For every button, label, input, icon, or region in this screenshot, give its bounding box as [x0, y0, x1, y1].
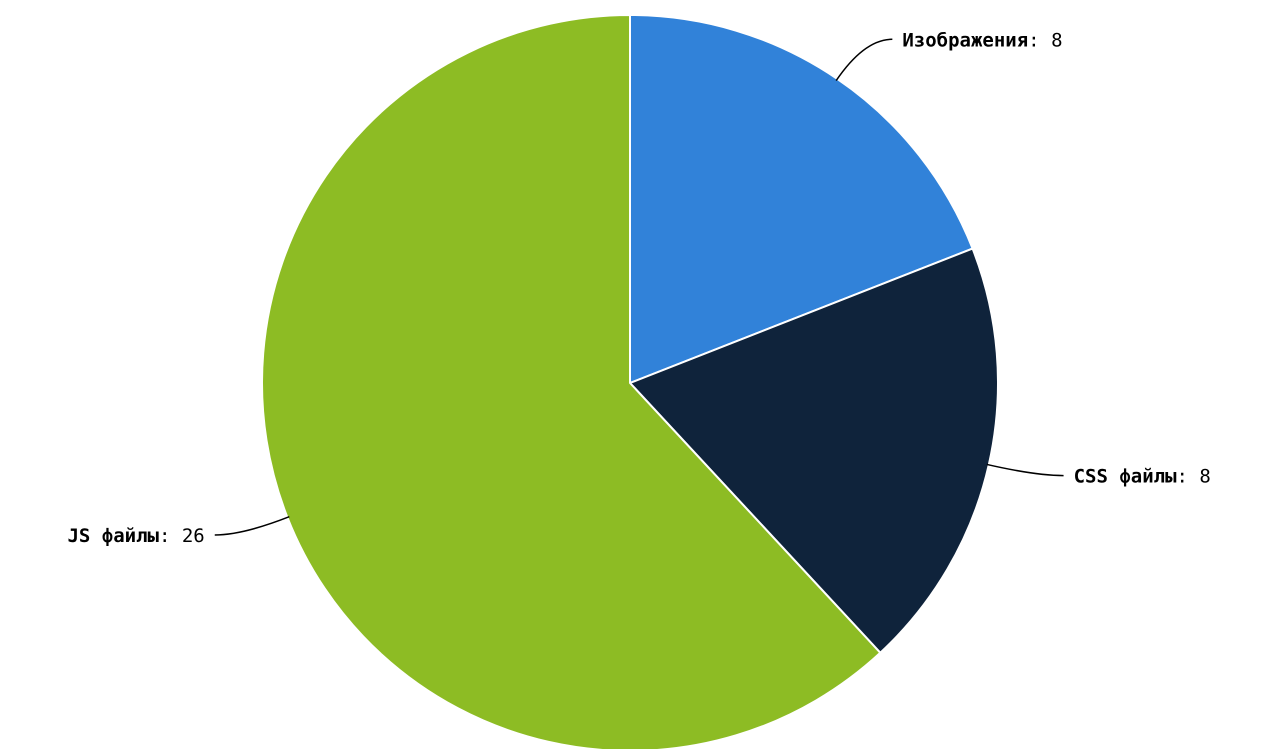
leader-line-1: [986, 463, 1064, 477]
slices-layer: [261, 14, 999, 752]
data-label-1: CSS файлы: 8: [1074, 466, 1211, 488]
data-label-value-0: 8: [1051, 29, 1062, 51]
data-label-name-0: Изображения: [902, 29, 1028, 51]
data-label-value-1: 8: [1199, 466, 1210, 488]
data-label-value-2: 26: [182, 525, 205, 547]
data-label-separator-1: :: [1177, 466, 1200, 488]
data-label-2: JS файлы: 26: [67, 525, 204, 547]
data-label-0: Изображения: 8: [902, 29, 1062, 51]
leader-lines-layer: [214, 38, 1064, 536]
leader-line-0: [835, 38, 893, 82]
data-label-name-2: JS файлы: [67, 525, 159, 547]
data-label-separator-0: :: [1028, 29, 1051, 51]
data-label-separator-2: :: [159, 525, 182, 547]
data-label-name-1: CSS файлы: [1074, 466, 1178, 488]
leader-line-2: [214, 516, 290, 536]
